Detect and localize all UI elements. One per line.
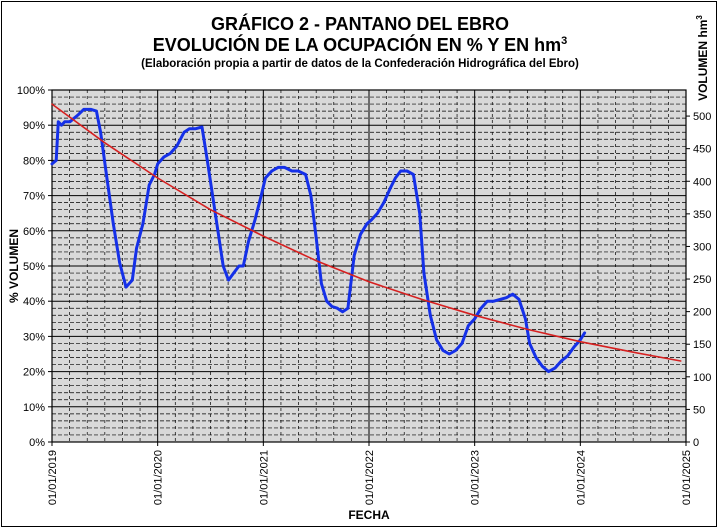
series-line-volumen bbox=[50, 107, 587, 374]
y-left-tick-label: 40% bbox=[23, 296, 45, 308]
y-right-tick-label: 450 bbox=[693, 144, 711, 156]
y-right-axis-title: VOLUMEN hm3 bbox=[695, 15, 710, 101]
chart-title: GRÁFICO 2 - PANTANO DEL EBRO bbox=[210, 14, 509, 34]
y-left-tick-label: 10% bbox=[23, 402, 45, 414]
y-right-tick-label: 350 bbox=[693, 209, 711, 221]
y-right-tick-label: 50 bbox=[693, 404, 705, 416]
y-left-axis-title: % VOLUMEN bbox=[7, 229, 21, 303]
y-right-tick-label: 400 bbox=[693, 176, 711, 188]
series-line-tendencia bbox=[51, 103, 682, 362]
y-right-axis-title-text: VOLUMEN hm bbox=[696, 20, 710, 101]
y-left-tick-label: 60% bbox=[23, 226, 45, 238]
y-right-tick-label: 200 bbox=[693, 307, 711, 319]
y-left-tick-label: 80% bbox=[23, 155, 45, 167]
y-right-tick-label: 250 bbox=[693, 274, 711, 286]
x-tick-label: 01/01/2022 bbox=[364, 450, 376, 505]
chart-note: (Elaboración propia a partir de datos de… bbox=[141, 58, 579, 70]
y-right-axis-title-sup: 3 bbox=[695, 15, 704, 20]
y-right-tick-label: 0 bbox=[693, 437, 699, 449]
y-right-tick-label: 100 bbox=[693, 372, 711, 384]
x-tick-label: 01/01/2025 bbox=[681, 450, 693, 505]
x-tick-label: 01/01/2020 bbox=[153, 450, 165, 505]
y-left-tick-label: 30% bbox=[23, 331, 45, 343]
y-left-tick-label: 20% bbox=[23, 367, 45, 379]
y-left-tick-label: 100% bbox=[17, 85, 45, 97]
y-right-tick-label: 500 bbox=[693, 111, 711, 123]
x-tick-label: 01/01/2021 bbox=[258, 450, 270, 505]
x-tick-label: 01/01/2024 bbox=[575, 450, 587, 505]
x-tick-label: 01/01/2023 bbox=[470, 450, 482, 505]
y-left-tick-label: 50% bbox=[23, 261, 45, 273]
chart-subtitle: EVOLUCIÓN DE LA OCUPACIÓN EN % Y EN hm3 bbox=[0, 35, 720, 56]
chart-subtitle-sup: 3 bbox=[561, 35, 568, 47]
y-right-tick-label: 300 bbox=[693, 241, 711, 253]
chart-subtitle-text: EVOLUCIÓN DE LA OCUPACIÓN EN % Y EN hm bbox=[152, 35, 562, 55]
y-left-tick-label: 0% bbox=[29, 437, 45, 449]
y-left-tick-label: 90% bbox=[23, 120, 45, 132]
y-left-tick-label: 70% bbox=[23, 191, 45, 203]
x-axis-title: FECHA bbox=[348, 508, 390, 522]
x-tick-label: 01/01/2019 bbox=[47, 450, 59, 505]
y-right-tick-label: 150 bbox=[693, 339, 711, 351]
